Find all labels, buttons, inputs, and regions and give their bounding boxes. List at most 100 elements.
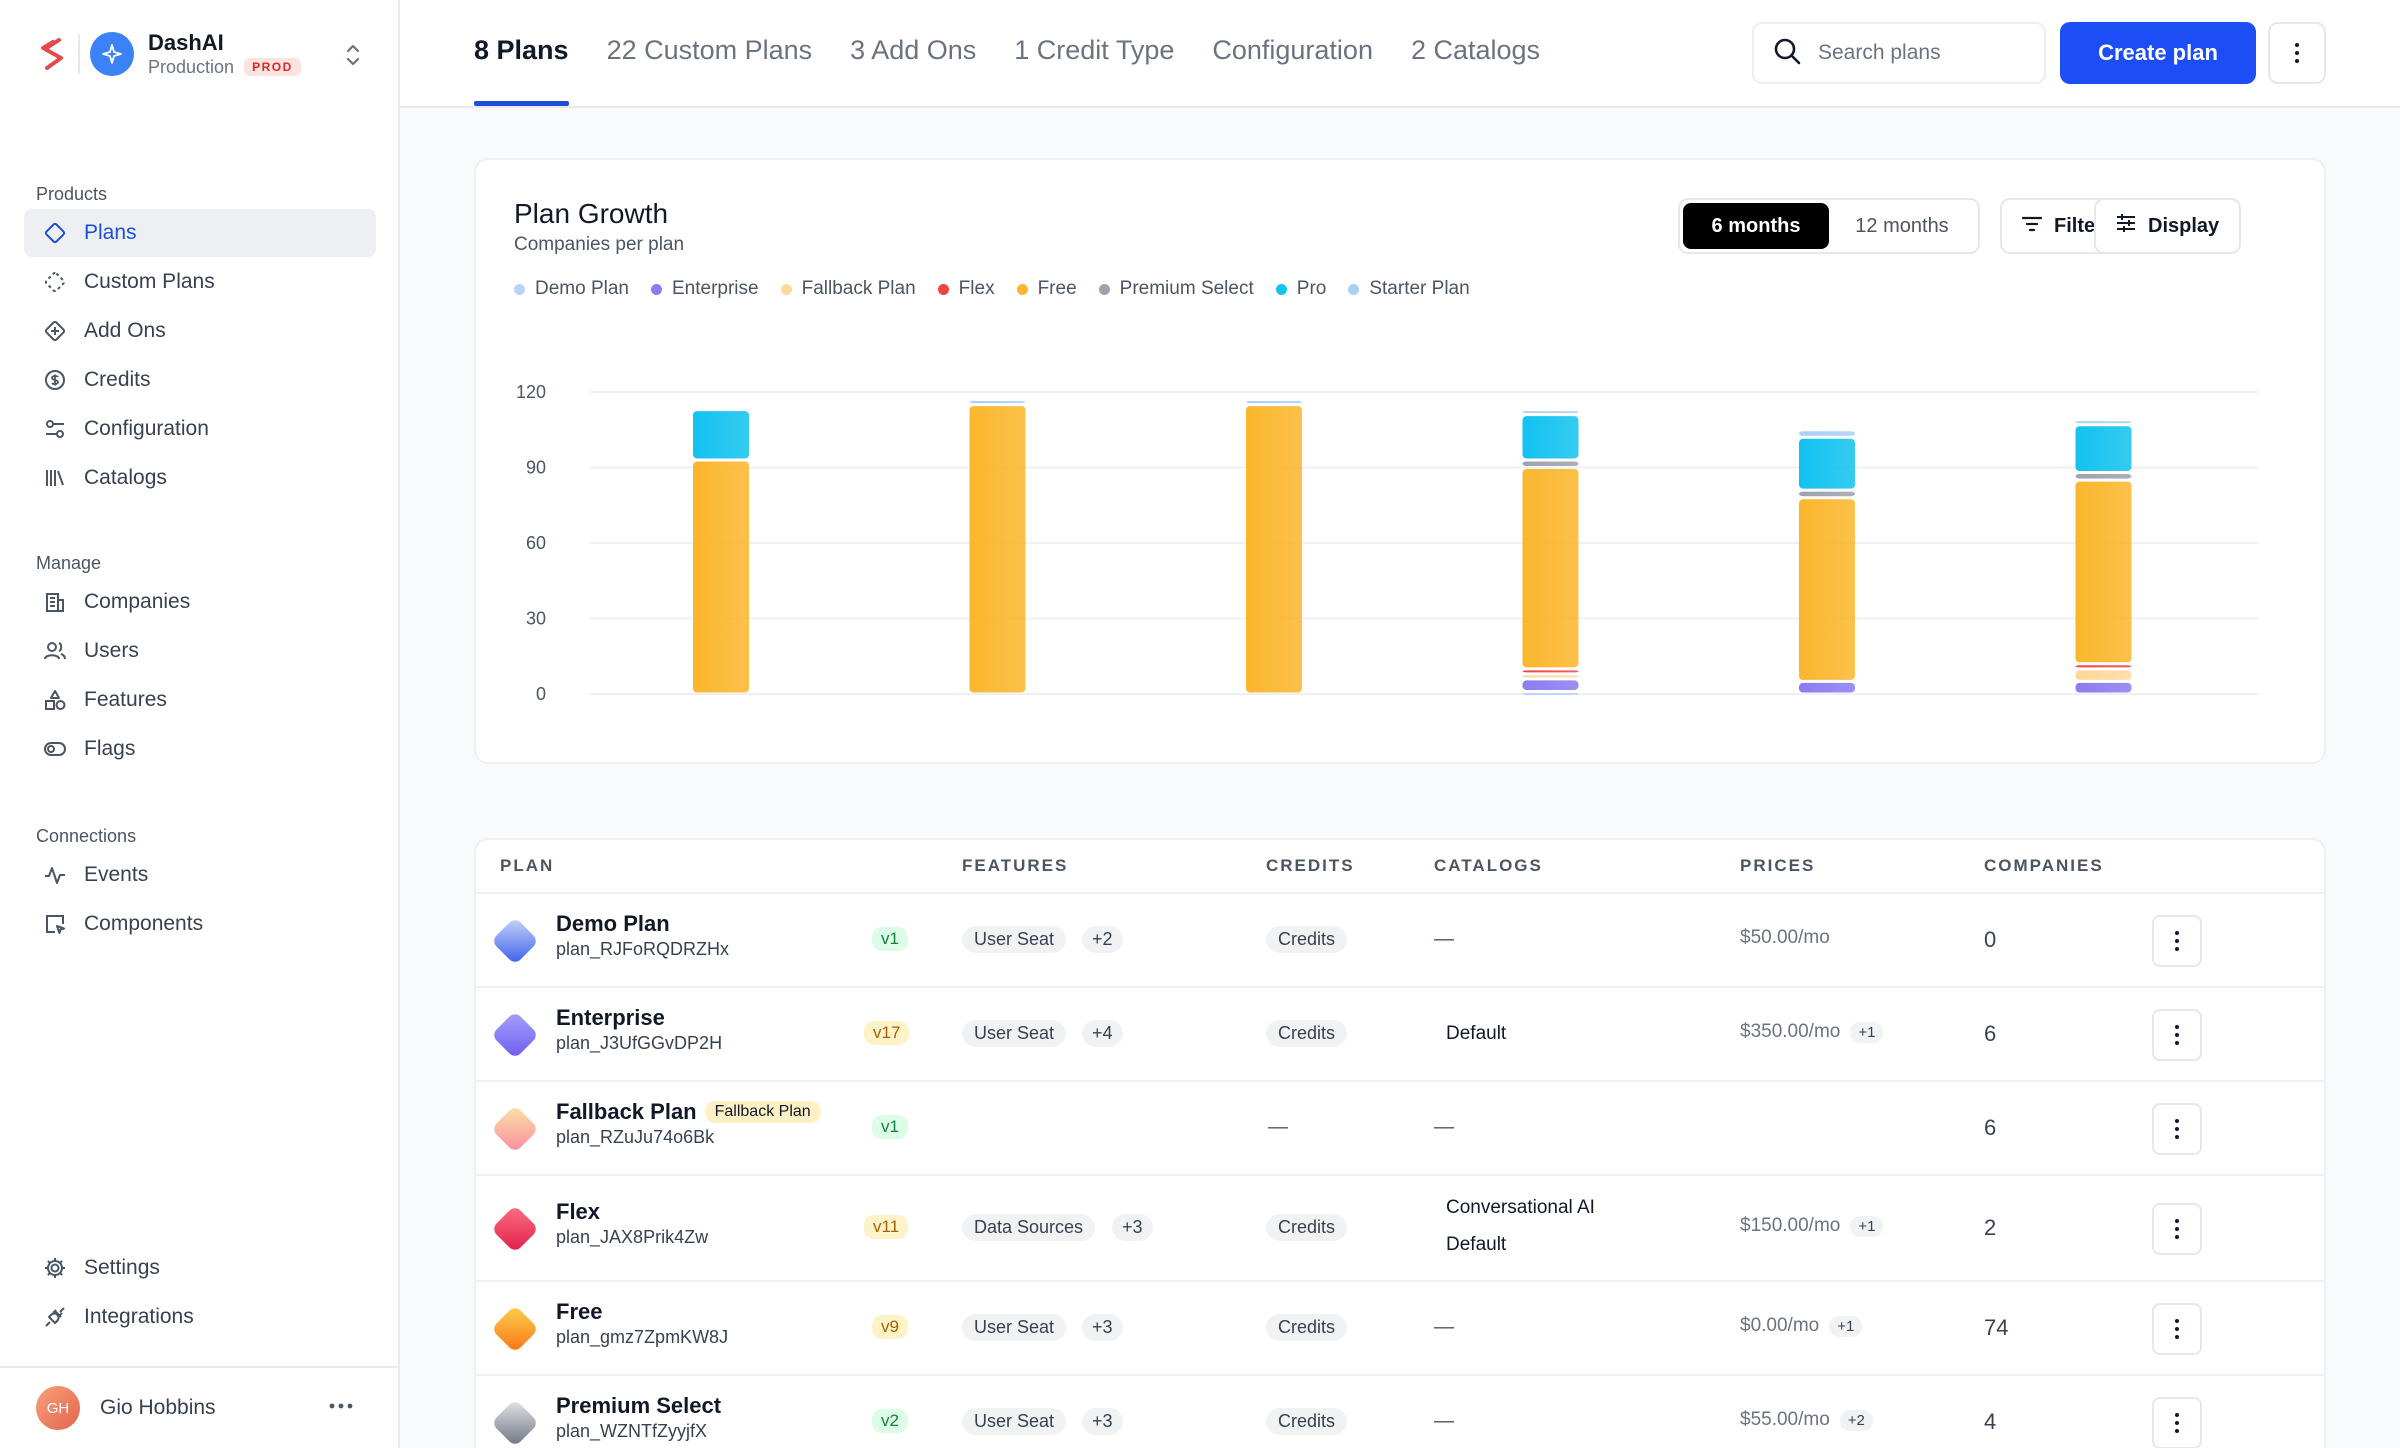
- sidebar-item-integrations[interactable]: Integrations: [24, 1293, 376, 1341]
- legend-label: Pro: [1296, 278, 1327, 299]
- bar-segment: [1799, 438, 1855, 489]
- price-more-chip[interactable]: +1: [1829, 1315, 1863, 1337]
- row-actions-button[interactable]: [2152, 1009, 2202, 1061]
- feature-more-chip[interactable]: +4: [1082, 1020, 1123, 1047]
- plan-id: plan_J3UfGGvDP2H: [556, 1033, 723, 1053]
- search-input[interactable]: [1818, 41, 2028, 65]
- table-row[interactable]: Demo Plan plan_RJFoRQDRZHx v1 User Seat +2 Cr…: [476, 894, 2324, 988]
- table-row[interactable]: Flex plan_JAX8Prik4Zw v11 Data Sources +3 Cre…: [476, 1176, 2324, 1282]
- feature-more-chip[interactable]: +3: [1082, 1314, 1123, 1341]
- table-row[interactable]: Fallback Plan Fallback Plan plan_RZuJu74o6…: [476, 1082, 2324, 1176]
- column-header-catalogs[interactable]: CATALOGS: [1434, 856, 1543, 875]
- workspace-switcher[interactable]: DashAI Production PROD: [36, 28, 366, 80]
- sidebar-item-components[interactable]: Components: [24, 900, 376, 948]
- plan-name-text: Demo Plan: [556, 911, 670, 936]
- price-cell: $50.00/mo: [1740, 927, 1830, 949]
- legend-swatch: [1275, 283, 1287, 295]
- table-row[interactable]: Premium Select plan_WZNTfZyyjfX v2 User Sea…: [476, 1376, 2324, 1448]
- price-more-chip[interactable]: +2: [1839, 1409, 1873, 1431]
- tab-plans[interactable]: 8 Plans: [474, 0, 569, 108]
- row-actions-button[interactable]: [2152, 915, 2202, 967]
- sidebar-item-users[interactable]: Users: [24, 627, 376, 675]
- tab-credit-type[interactable]: 1 Credit Type: [1014, 34, 1175, 65]
- feature-more-chip[interactable]: +2: [1082, 926, 1123, 953]
- row-actions-button[interactable]: [2152, 1397, 2202, 1448]
- dollar-circle-icon: [42, 367, 68, 393]
- table-row[interactable]: Enterprise plan_J3UfGGvDP2H v17 User Seat +4…: [476, 988, 2324, 1082]
- legend-item[interactable]: Starter Plan: [1348, 278, 1470, 300]
- legend-swatch: [1348, 283, 1360, 295]
- chart-legend: Demo Plan Enterprise Fallback Plan Flex Free…: [514, 278, 1470, 300]
- row-actions-button[interactable]: [2152, 1203, 2202, 1255]
- more-vertical-icon: [2175, 931, 2179, 951]
- legend-item[interactable]: Demo Plan: [514, 278, 629, 300]
- column-header-companies[interactable]: COMPANIES: [1984, 856, 2104, 875]
- feature-more-chip[interactable]: +3: [1082, 1408, 1123, 1435]
- plan-name[interactable]: Premium Select: [556, 1393, 721, 1419]
- legend-item[interactable]: Free: [1016, 278, 1077, 300]
- bar-segment: [1522, 469, 1579, 668]
- column-header-credits[interactable]: CREDITS: [1266, 856, 1355, 875]
- tab-add-ons[interactable]: 3 Add Ons: [850, 34, 977, 65]
- y-tick-label: 0: [536, 684, 546, 700]
- row-actions-button[interactable]: [2152, 1103, 2202, 1155]
- sidebar-item-custom-plans[interactable]: Custom Plans: [24, 258, 376, 306]
- sidebar-item-companies[interactable]: Companies: [24, 578, 376, 626]
- sidebar-item-configuration[interactable]: Configuration: [24, 405, 376, 453]
- more-vertical-icon: [2175, 1025, 2179, 1045]
- column-header-plan[interactable]: PLAN: [500, 856, 555, 875]
- nav-section-products: Products Plans Custom Plans Add Ons Cred…: [24, 180, 376, 502]
- sidebar-item-add-ons[interactable]: Add Ons: [24, 307, 376, 355]
- price-more-chip[interactable]: +1: [1850, 1215, 1884, 1237]
- legend-item[interactable]: Enterprise: [651, 278, 759, 300]
- legend-item[interactable]: Flex: [937, 278, 995, 300]
- table-row[interactable]: Free plan_gmz7ZpmKW8J v9 User Seat +3 Credits…: [476, 1282, 2324, 1376]
- plan-name[interactable]: Demo Plan: [556, 911, 670, 937]
- nav-heading: Manage: [36, 553, 102, 573]
- sidebar-item-plans[interactable]: Plans: [24, 209, 376, 257]
- row-actions-button[interactable]: [2152, 1303, 2202, 1355]
- sidebar-item-flags[interactable]: Flags: [24, 725, 376, 773]
- plan-name[interactable]: Enterprise: [556, 1005, 665, 1031]
- version-badge: v1: [872, 927, 908, 951]
- sidebar-item-label: Events: [84, 863, 149, 886]
- nav-heading: Connections: [36, 826, 137, 846]
- sidebar-item-events[interactable]: Events: [24, 851, 376, 899]
- sidebar-item-features[interactable]: Features: [24, 676, 376, 724]
- range-6-months-button[interactable]: 6 months: [1683, 203, 1829, 249]
- price-more-chip[interactable]: +1: [1850, 1021, 1884, 1043]
- range-12-months-button[interactable]: 12 months: [1855, 214, 1949, 237]
- more-horizontal-icon[interactable]: [328, 1396, 354, 1416]
- version-badge: v1: [872, 1115, 908, 1139]
- more-options-button[interactable]: [2268, 22, 2326, 84]
- chevron-up-down-icon[interactable]: [340, 40, 366, 70]
- feature-chip: User Seat: [962, 926, 1067, 953]
- column-header-prices[interactable]: PRICES: [1740, 856, 1816, 875]
- legend-label: Fallback Plan: [801, 278, 916, 299]
- plan-name-text: Flex: [556, 1199, 601, 1224]
- sidebar-item-catalogs[interactable]: Catalogs: [24, 454, 376, 502]
- plan-id: plan_RJFoRQDRZHx: [556, 939, 730, 959]
- bar-segment: [2075, 421, 2132, 424]
- plan-name[interactable]: Free: [556, 1299, 602, 1325]
- legend-item[interactable]: Pro: [1275, 278, 1327, 300]
- legend-item[interactable]: Premium Select: [1098, 278, 1254, 300]
- sidebar-item-label: Features: [84, 688, 167, 711]
- sidebar-item-credits[interactable]: Credits: [24, 356, 376, 404]
- bar-segment: [2075, 474, 2132, 479]
- feature-more-chip[interactable]: +3: [1112, 1214, 1153, 1241]
- tab-custom-plans[interactable]: 22 Custom Plans: [606, 34, 813, 65]
- create-plan-button[interactable]: Create plan: [2060, 22, 2256, 84]
- legend-item[interactable]: Fallback Plan: [780, 278, 916, 300]
- plan-growth-card: Plan Growth Companies per plan 6 months …: [474, 158, 2326, 764]
- plan-name[interactable]: Fallback Plan Fallback Plan: [556, 1099, 821, 1125]
- sidebar-item-settings[interactable]: Settings: [24, 1244, 376, 1292]
- column-header-features[interactable]: FEATURES: [962, 856, 1069, 875]
- tab-configuration[interactable]: Configuration: [1212, 34, 1373, 65]
- search-box[interactable]: [1752, 22, 2046, 84]
- user-menu[interactable]: GH Gio Hobbins: [0, 1366, 398, 1448]
- tab-catalogs[interactable]: 2 Catalogs: [1410, 34, 1541, 65]
- display-button[interactable]: Display: [2094, 198, 2242, 254]
- legend-label: Enterprise: [672, 278, 759, 299]
- plan-name[interactable]: Flex: [556, 1199, 600, 1225]
